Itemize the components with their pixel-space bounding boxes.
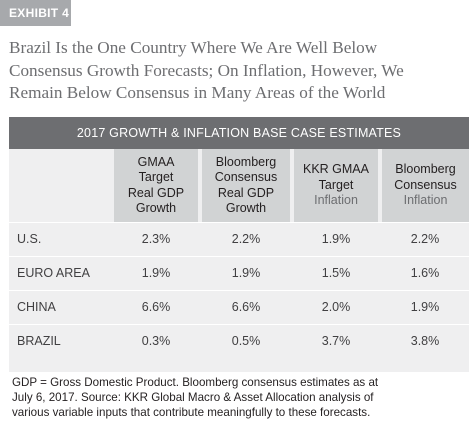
table-title: 2017 GROWTH & INFLATION BASE CASE ESTIMA… [9, 117, 469, 149]
table-cell: 2.3% [141, 232, 171, 246]
table-cell: 0.5% [231, 334, 261, 348]
column-header-line: Bloomberg [215, 154, 277, 169]
column-header-bloomberg-real-gdp-growth: Bloomberg Consensus Real GDP Growth [202, 149, 290, 222]
headline: Brazil Is the One Country Where We Are W… [9, 37, 469, 105]
column-header-line: Real GDP [127, 185, 185, 200]
column-header-line: Real GDP [217, 185, 275, 200]
column-header-line: KKR GMAA [303, 162, 369, 177]
headline-line: Consensus Growth Forecasts; On Inflation… [9, 60, 404, 80]
table-cell: 0.3% [141, 334, 171, 348]
table-row-us: U.S. 2.3% 2.2% 1.9% 2.2% [9, 222, 469, 256]
footnote: GDP = Gross Domestic Product. Bloomberg … [12, 375, 468, 420]
footnote-line: various variable inputs that contribute … [12, 406, 371, 419]
headline-line: Remain Below Consensus in Many Areas of … [9, 83, 386, 102]
footnote-line: July 6, 2017. Source: KKR Global Macro &… [12, 391, 374, 404]
headline-line: Brazil Is the One Country Where We Are W… [9, 38, 378, 57]
column-header-line: Growth [135, 201, 177, 215]
table-cell: 3.8% [410, 334, 440, 348]
column-header-kkr-gmaa-inflation: KKR GMAA Target Inflation [294, 149, 378, 222]
table-cell: 1.9% [231, 266, 261, 280]
column-header-line: Consensus [394, 177, 457, 192]
footnote-line: GDP = Gross Domestic Product. Bloomberg … [12, 376, 379, 389]
column-header-unit: Inflation [403, 193, 448, 208]
table-cell: 6.6% [141, 300, 171, 314]
row-label: U.S. [17, 232, 42, 246]
column-header-line: Growth [225, 201, 267, 215]
table-row-china: CHINA 6.6% 6.6% 2.0% 1.9% [9, 290, 469, 324]
table-cell: 1.6% [410, 266, 440, 280]
row-label: BRAZIL [17, 334, 61, 348]
estimates-table: 2017 GROWTH & INFLATION BASE CASE ESTIMA… [9, 117, 469, 372]
table-cell: 6.6% [231, 300, 261, 314]
table-cell: 1.9% [321, 232, 351, 246]
column-header-line: Target [318, 177, 354, 192]
table-row-brazil: BRAZIL 0.3% 0.5% 3.7% 3.8% [9, 324, 469, 358]
column-header-gmaa-real-gdp-growth: GMAA Target Real GDP Growth [114, 149, 198, 222]
table-cell: 3.7% [321, 334, 351, 348]
table-cell: 1.9% [141, 266, 171, 280]
column-header-bloomberg-inflation: Bloomberg Consensus Inflation [382, 149, 469, 222]
row-label: EURO AREA [17, 266, 90, 280]
table-cell: 2.2% [231, 232, 261, 246]
column-header-line: Consensus [214, 170, 278, 184]
table-cell: 1.5% [321, 266, 351, 280]
table-cell: 1.9% [410, 300, 440, 314]
table-cell: 2.0% [321, 300, 351, 314]
exhibit-tag: EXHIBIT 4 [0, 0, 71, 26]
column-header-line: Target [138, 170, 174, 184]
column-header-line: GMAA [137, 154, 175, 169]
column-header-unit: Inflation [314, 193, 358, 208]
row-label: CHINA [17, 300, 56, 314]
table-row-euro-area: EURO AREA 1.9% 1.9% 1.5% 1.6% [9, 256, 469, 290]
column-header-line: Bloomberg [395, 162, 456, 177]
table-cell: 2.2% [410, 232, 440, 246]
